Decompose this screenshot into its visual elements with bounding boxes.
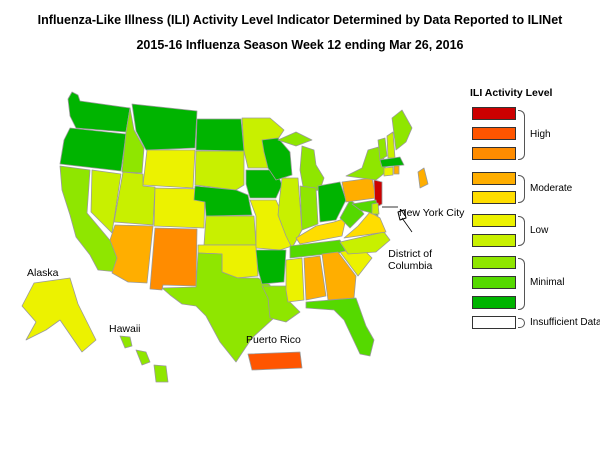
legend-bracket-minimal (518, 258, 525, 310)
region-utah (113, 171, 156, 226)
region-puerto-rico (247, 351, 303, 371)
region-arizona (109, 224, 154, 284)
region-kansas (203, 215, 257, 246)
region-georgia (321, 251, 357, 301)
region-alabama (303, 255, 327, 301)
region-new-hampshire (386, 131, 396, 159)
region-delaware (371, 202, 380, 215)
region-mississippi (285, 257, 305, 303)
region-massachusetts (379, 156, 405, 168)
legend-swatch-level-5 (472, 214, 516, 227)
legend-bracket-low (518, 216, 525, 246)
region-california (59, 165, 125, 273)
region-texas (161, 252, 275, 363)
region-nebraska (193, 185, 253, 217)
legend-label-low: Low (530, 225, 549, 236)
region-missouri (249, 199, 293, 251)
puerto-rico-label: Puerto Rico (246, 334, 301, 346)
region-vermont (377, 137, 388, 161)
region-district-of-columbia (397, 209, 407, 221)
region-rhode-island (393, 165, 400, 175)
legend-label-insufficient-data: Insufficient Data (530, 317, 600, 328)
hawaii-label: Hawaii (109, 323, 141, 335)
legend-swatch-level-4 (472, 234, 516, 247)
legend-swatch-level-1 (472, 296, 516, 309)
map-title-line1: Influenza-Like Illness (ILI) Activity Le… (37, 13, 563, 27)
legend-swatch-level-7 (472, 172, 516, 185)
legend-swatch-level-9 (472, 127, 516, 140)
legend-bracket-high (518, 110, 525, 160)
region-illinois (277, 177, 303, 249)
dc-label-line2: Columbia (388, 260, 433, 272)
legend-label-moderate: Moderate (530, 183, 573, 194)
legend-swatch-level-6 (472, 191, 516, 204)
region-montana (131, 103, 198, 151)
region-colorado (153, 187, 206, 229)
region-pennsylvania (341, 177, 377, 203)
region-michigan (277, 131, 325, 193)
legend-label-high: High (530, 129, 551, 140)
legend-bracket-insufficient (518, 318, 525, 328)
region-hawaii (119, 335, 169, 383)
region-new-mexico (149, 227, 198, 291)
alaska-label: Alaska (27, 267, 59, 279)
legend-swatch-level-3 (472, 256, 516, 269)
legend-swatch-level-2 (472, 276, 516, 289)
region-maine (391, 109, 413, 151)
region-oregon (59, 127, 127, 172)
region-south-dakota (194, 150, 245, 191)
dc-label-line1: District of (388, 248, 433, 260)
region-idaho (121, 107, 145, 174)
district-of-columbia-label: District of Columbia (388, 248, 432, 272)
region-ohio (317, 181, 347, 223)
region-connecticut (383, 166, 394, 177)
dc-leader-line (401, 217, 413, 233)
region-florida (305, 297, 375, 357)
region-indiana (299, 185, 319, 231)
legend-swatch-level-10 (472, 107, 516, 120)
region-alaska (21, 277, 97, 353)
legend-title: ILI Activity Level (470, 87, 553, 99)
legend-swatch-level-0 (472, 316, 516, 329)
region-washington (67, 91, 131, 133)
legend-bracket-moderate (518, 175, 525, 203)
legend-swatch-level-8 (472, 147, 516, 160)
region-wyoming (142, 149, 196, 189)
region-arkansas (255, 249, 287, 285)
region-new-york-city (417, 167, 429, 189)
new-york-city-label: New York City (399, 207, 465, 219)
legend-label-minimal: Minimal (530, 277, 565, 288)
map-title-line2: 2015-16 Influenza Season Week 12 ending … (136, 38, 464, 52)
region-north-dakota (195, 118, 245, 152)
